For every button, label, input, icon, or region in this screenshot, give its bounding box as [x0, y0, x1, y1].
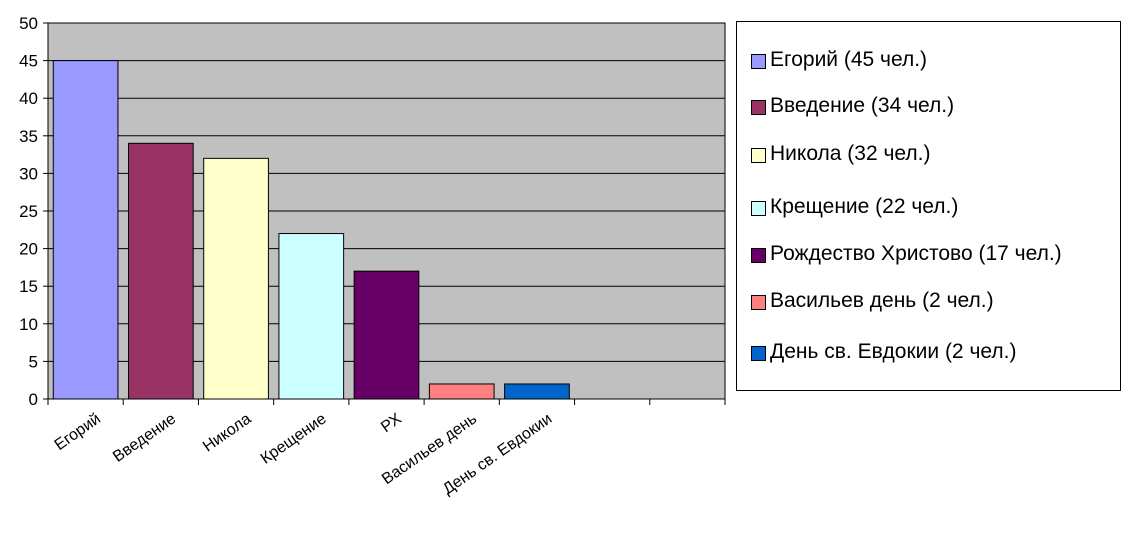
y-tick-label: 25 — [19, 202, 38, 221]
x-tick-label: РХ — [378, 410, 405, 436]
legend-label-1: Егорий (45 чел.) — [770, 48, 928, 71]
y-tick-label: 10 — [19, 315, 38, 334]
legend-item-2: Введение (34 чел.) — [751, 94, 1116, 117]
x-tick-label: Введение — [110, 410, 179, 466]
x-tick-label: Никола — [200, 410, 254, 455]
bar-4 — [278, 233, 345, 400]
legend-label-6: Васильев день (2 чел.) — [770, 289, 994, 312]
y-tick-label: 35 — [19, 127, 38, 146]
y-tick-label: 15 — [19, 277, 38, 296]
legend-label-4: Крещение (22 чел.) — [770, 195, 959, 218]
y-axis: 0 5 10 15 20 25 30 35 40 45 50 — [19, 14, 48, 409]
y-tick-label: 50 — [19, 14, 38, 33]
legend-item-4: Крещение (22 чел.) — [751, 195, 1116, 218]
legend-item-3: Никола (32 чел.) — [751, 142, 1116, 165]
legend-swatch-5 — [751, 248, 766, 263]
legend-item-5: Рождество Христово (17 чел.) — [751, 242, 1091, 265]
y-tick-label: 0 — [29, 390, 38, 409]
legend-swatch-2 — [751, 100, 766, 115]
legend-label-2: Введение (34 чел.) — [770, 94, 955, 117]
bar-1 — [52, 60, 119, 400]
y-tick-label: 5 — [29, 352, 38, 371]
legend-label-3: Никола (32 чел.) — [770, 142, 931, 165]
bars — [52, 60, 570, 400]
bar-2 — [127, 142, 194, 400]
legend-item-1: Егорий (45 чел.) — [751, 48, 1116, 71]
legend-swatch-4 — [751, 201, 766, 216]
x-tick-label: Егорий — [52, 410, 104, 454]
legend-label-5: Рождество Христово (17 чел.) — [770, 242, 1062, 265]
bar-7 — [504, 383, 570, 400]
y-tick-label: 20 — [19, 240, 38, 259]
legend-label-7: День св. Евдокии (2 чел.) — [770, 340, 1017, 363]
legend-swatch-3 — [751, 148, 766, 163]
bar-6 — [428, 383, 495, 400]
y-tick-label: 30 — [19, 164, 38, 183]
legend-item-6: Васильев день (2 чел.) — [751, 289, 1116, 312]
y-tick-label: 40 — [19, 89, 38, 108]
legend-item-7: День св. Евдокии (2 чел.) — [751, 340, 1116, 363]
bar-3 — [203, 157, 269, 400]
legend-swatch-7 — [751, 346, 766, 361]
legend: Егорий (45 чел.) Введение (34 чел.) Нико… — [736, 21, 1121, 391]
legend-swatch-6 — [751, 295, 766, 310]
legend-swatch-1 — [751, 54, 766, 69]
x-tick-label: Крещение — [258, 410, 330, 467]
bar-5 — [353, 270, 420, 400]
y-tick-label: 45 — [19, 52, 38, 71]
